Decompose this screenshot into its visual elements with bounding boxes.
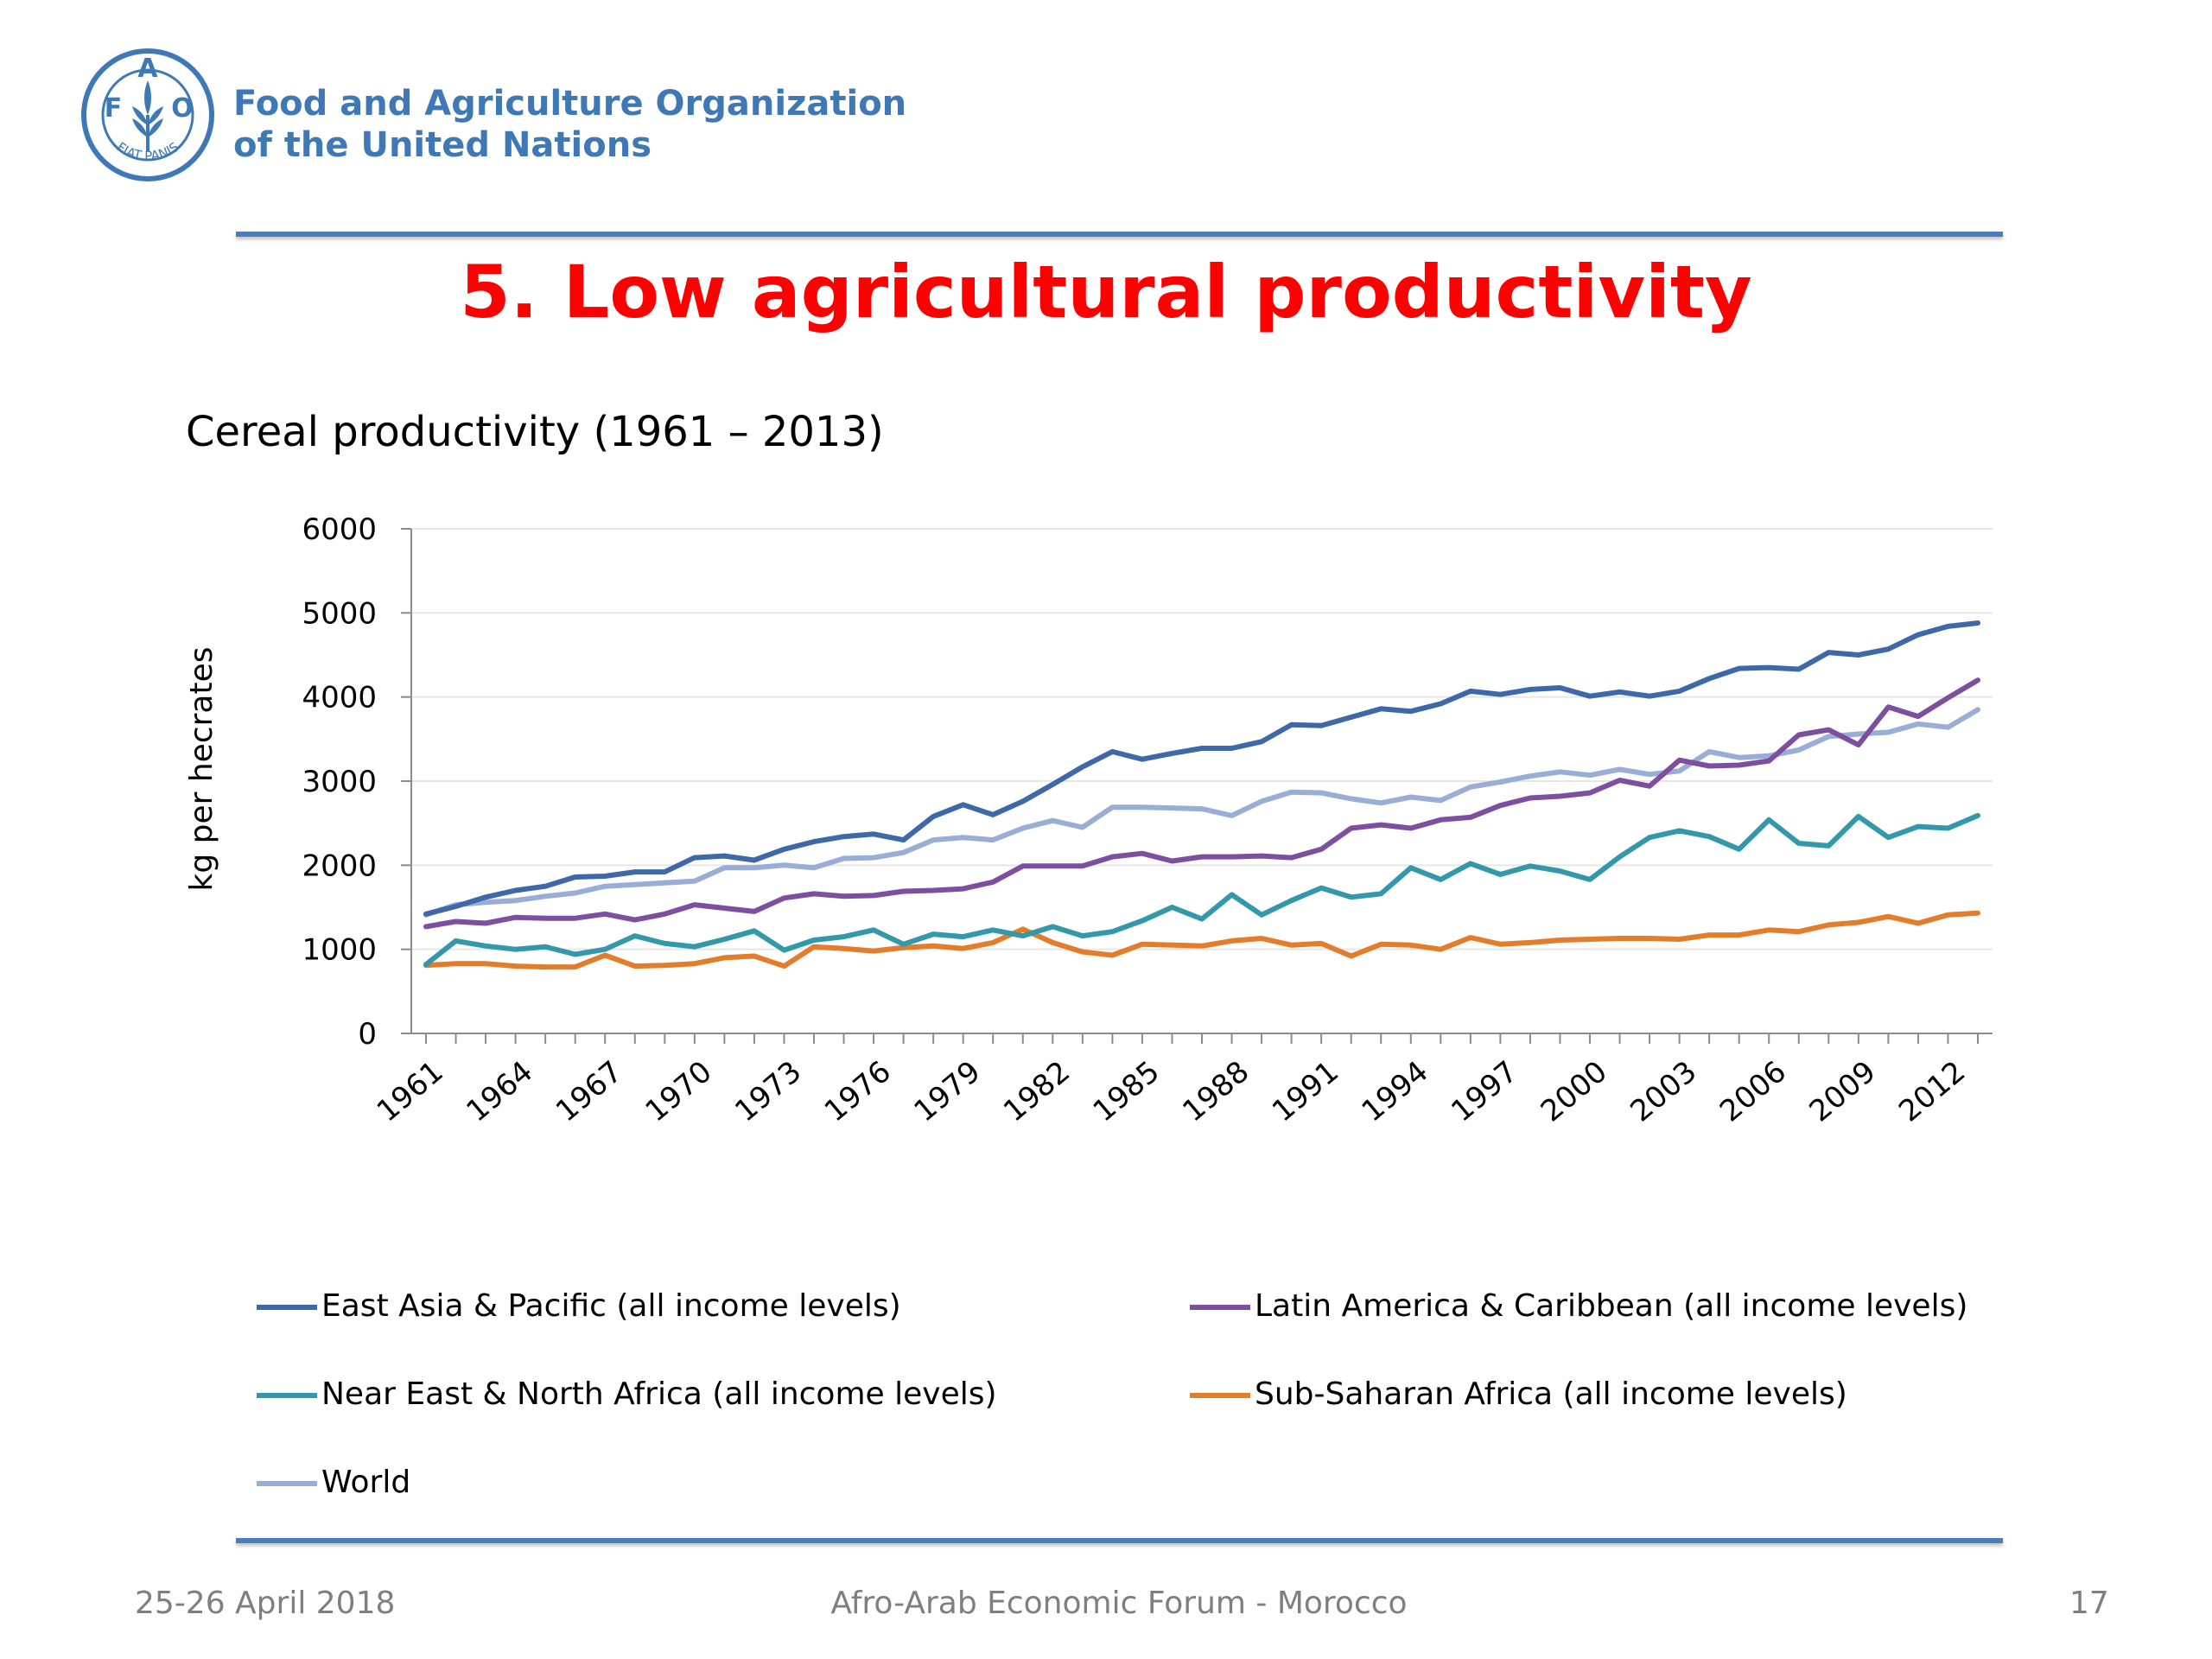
org-name-line2: of the United Nations [233, 125, 652, 165]
footer-date: 25-26 April 2018 [135, 1586, 396, 1621]
footer-page-number: 17 [2069, 1586, 2109, 1621]
x-tick-label: 1979 [907, 1054, 987, 1128]
legend-swatch [257, 1305, 317, 1310]
y-axis-label: kg per hecrates [184, 646, 219, 891]
legend-swatch [257, 1393, 317, 1398]
series-line-2 [423, 812, 1980, 968]
chart-subtitle: Cereal productivity (1961 – 2013) [186, 408, 884, 456]
x-tick-label: 1997 [1445, 1054, 1524, 1128]
y-tick-label: 3000 [302, 765, 377, 799]
logo-letter-a: A [137, 54, 158, 84]
header-rule [236, 232, 2003, 237]
legend-swatch [1190, 1393, 1250, 1398]
legend-item-sub-saharan: Sub-Saharan Africa (all income levels) [1190, 1376, 1847, 1414]
fao-logo: F A O FIAT PANIS [81, 48, 214, 181]
logo-letter-f: F [105, 93, 123, 124]
y-tick-label: 0 [358, 1017, 377, 1052]
x-tick-label: 2000 [1535, 1054, 1614, 1128]
x-tick-label: 1964 [460, 1054, 539, 1128]
legend-label: Sub-Saharan Africa (all income levels) [1255, 1376, 1847, 1412]
x-tick-label: 1994 [1356, 1054, 1435, 1128]
series-line-1 [423, 677, 1980, 930]
x-tick-label: 1961 [371, 1054, 450, 1128]
x-tick-label: 1982 [997, 1054, 1077, 1128]
series-line-0 [423, 620, 1980, 917]
x-tick-label: 2009 [1803, 1054, 1883, 1128]
legend-label: Near East & North Africa (all income lev… [321, 1376, 997, 1412]
logo-letter-o: O [171, 93, 194, 124]
slide-title: 5. Low agricultural productivity [460, 250, 1752, 334]
legend-label: East Asia & Pacific (all income levels) [321, 1288, 901, 1324]
organization-name: Food and Agriculture Organization of the… [233, 83, 906, 166]
x-tick-label: 2012 [1892, 1054, 1972, 1128]
y-tick-label: 2000 [302, 849, 377, 883]
legend-label: World [321, 1465, 411, 1500]
x-tick-label: 2003 [1624, 1054, 1703, 1128]
org-name-line1: Food and Agriculture Organization [233, 84, 907, 124]
x-tick-label: 1976 [818, 1054, 898, 1128]
series-line-3 [423, 910, 1980, 970]
x-tick-label: 1988 [1176, 1054, 1255, 1128]
legend-label: Latin America & Caribbean (all income le… [1255, 1288, 1968, 1324]
legend-swatch [257, 1481, 317, 1486]
legend-swatch [1190, 1305, 1250, 1310]
legend-item-latin-america: Latin America & Caribbean (all income le… [1190, 1287, 1968, 1325]
y-tick-label: 1000 [302, 933, 377, 968]
footer-event: Afro-Arab Economic Forum - Morocco [830, 1586, 1408, 1621]
footer-rule [236, 1538, 2003, 1543]
x-tick-label: 1967 [550, 1054, 629, 1128]
y-tick-label: 5000 [302, 596, 377, 631]
series-line-4 [423, 707, 1980, 918]
legend-item-east-asia: East Asia & Pacific (all income levels) [257, 1287, 901, 1325]
y-tick-label: 4000 [302, 681, 377, 715]
y-tick-label: 6000 [302, 512, 377, 547]
legend-item-world: World [257, 1464, 411, 1502]
x-tick-label: 1985 [1087, 1054, 1166, 1128]
x-tick-label: 1973 [728, 1054, 808, 1128]
series-layer [423, 620, 1980, 970]
x-tick-label: 1991 [1266, 1054, 1345, 1128]
x-tick-label: 2006 [1713, 1054, 1793, 1128]
legend-item-near-east: Near East & North Africa (all income lev… [257, 1376, 997, 1414]
x-tick-label: 1970 [639, 1054, 719, 1128]
